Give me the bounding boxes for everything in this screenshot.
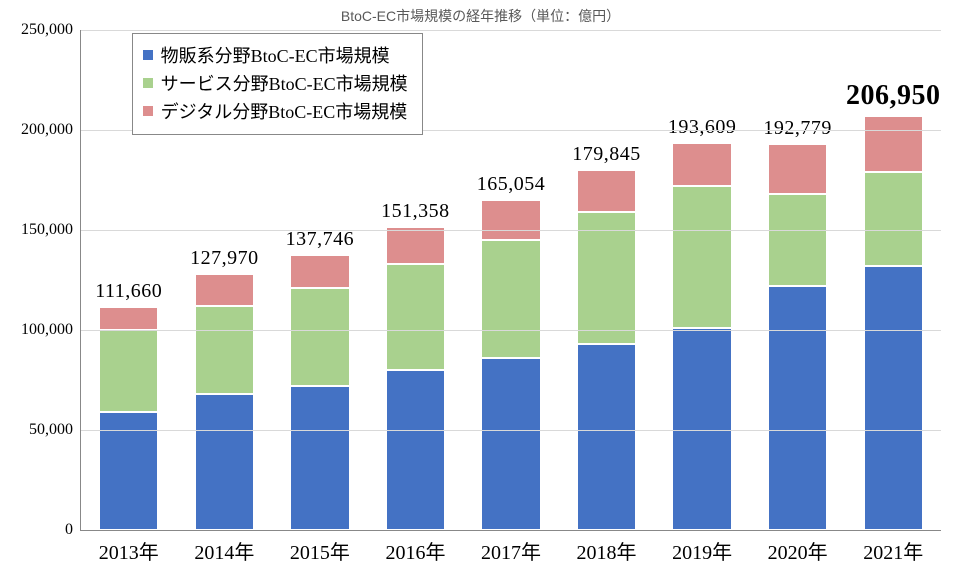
bar-segment-service (195, 306, 254, 394)
legend-item: サービス分野BtoC-EC市場規模 (143, 70, 408, 96)
bar-segment-buppan (290, 386, 349, 530)
y-tick-label: 100,000 (21, 321, 81, 339)
y-tick-label: 150,000 (21, 221, 81, 239)
legend-label: 物販系分野BtoC-EC市場規模 (161, 42, 390, 68)
bar-segment-buppan (768, 286, 827, 530)
bar-total-label: 193,609 (668, 116, 737, 139)
legend-swatch (143, 50, 153, 60)
bar-group: 165,054 (481, 30, 540, 530)
y-tick-label: 50,000 (29, 421, 81, 439)
x-tick-label: 2014年 (194, 530, 254, 565)
bar-segment-service (864, 172, 923, 266)
legend-item: 物販系分野BtoC-EC市場規模 (143, 42, 408, 68)
gridline (81, 30, 941, 31)
bar-segment-buppan (864, 266, 923, 530)
bar-group: 192,779 (768, 30, 827, 530)
legend-swatch (143, 78, 153, 88)
bar-segment-service (386, 264, 445, 370)
x-tick-label: 2021年 (863, 530, 923, 565)
bar-segment-digital (577, 170, 636, 212)
bar-segment-digital (99, 307, 158, 330)
bar-total-label: 127,970 (190, 247, 259, 270)
bar-segment-buppan (672, 328, 731, 530)
x-tick-label: 2015年 (290, 530, 350, 565)
chart-container: BtoC-EC市場規模の経年推移（単位：億円） 111,660127,97013… (0, 0, 961, 581)
bar-segment-service (768, 194, 827, 286)
legend-label: サービス分野BtoC-EC市場規模 (161, 70, 408, 96)
bar-segment-service (672, 186, 731, 328)
bar-segment-digital (481, 200, 540, 240)
bar-total-label: 179,845 (572, 143, 641, 166)
bar-segment-digital (768, 144, 827, 194)
x-tick-label: 2013年 (99, 530, 159, 565)
gridline (81, 230, 941, 231)
legend-label: デジタル分野BtoC-EC市場規模 (161, 98, 408, 124)
x-tick-label: 2019年 (672, 530, 732, 565)
gridline (81, 330, 941, 331)
bar-segment-buppan (577, 344, 636, 530)
bar-segment-service (290, 288, 349, 386)
x-tick-label: 2016年 (385, 530, 445, 565)
gridline (81, 430, 941, 431)
bar-segment-buppan (195, 394, 254, 530)
bar-segment-service (481, 240, 540, 358)
bar-group: 193,609 (672, 30, 731, 530)
x-tick-label: 2020年 (768, 530, 828, 565)
legend-item: デジタル分野BtoC-EC市場規模 (143, 98, 408, 124)
bar-total-label: 111,660 (95, 280, 162, 303)
bar-segment-digital (864, 116, 923, 172)
x-tick-label: 2018年 (577, 530, 637, 565)
bar-segment-buppan (386, 370, 445, 530)
bar-group: 179,845 (577, 30, 636, 530)
bar-segment-digital (672, 143, 731, 186)
y-tick-label: 0 (65, 521, 81, 539)
bar-segment-digital (195, 274, 254, 306)
chart-title: BtoC-EC市場規模の経年推移（単位：億円） (0, 6, 961, 26)
y-tick-label: 250,000 (21, 21, 81, 39)
bar-total-label: 165,054 (477, 173, 546, 196)
legend-swatch (143, 106, 153, 116)
bar-segment-buppan (481, 358, 540, 530)
bar-segment-service (577, 212, 636, 344)
bar-total-label: 206,950 (846, 80, 941, 112)
bar-segment-service (99, 330, 158, 412)
x-tick-label: 2017年 (481, 530, 541, 565)
bar-segment-digital (386, 227, 445, 264)
y-tick-label: 200,000 (21, 121, 81, 139)
bar-total-label: 192,779 (763, 117, 832, 140)
bar-total-label: 151,358 (381, 200, 450, 223)
legend: 物販系分野BtoC-EC市場規模サービス分野BtoC-EC市場規模デジタル分野B… (132, 33, 423, 135)
bar-segment-digital (290, 255, 349, 288)
bar-group: 206,950 (864, 30, 923, 530)
